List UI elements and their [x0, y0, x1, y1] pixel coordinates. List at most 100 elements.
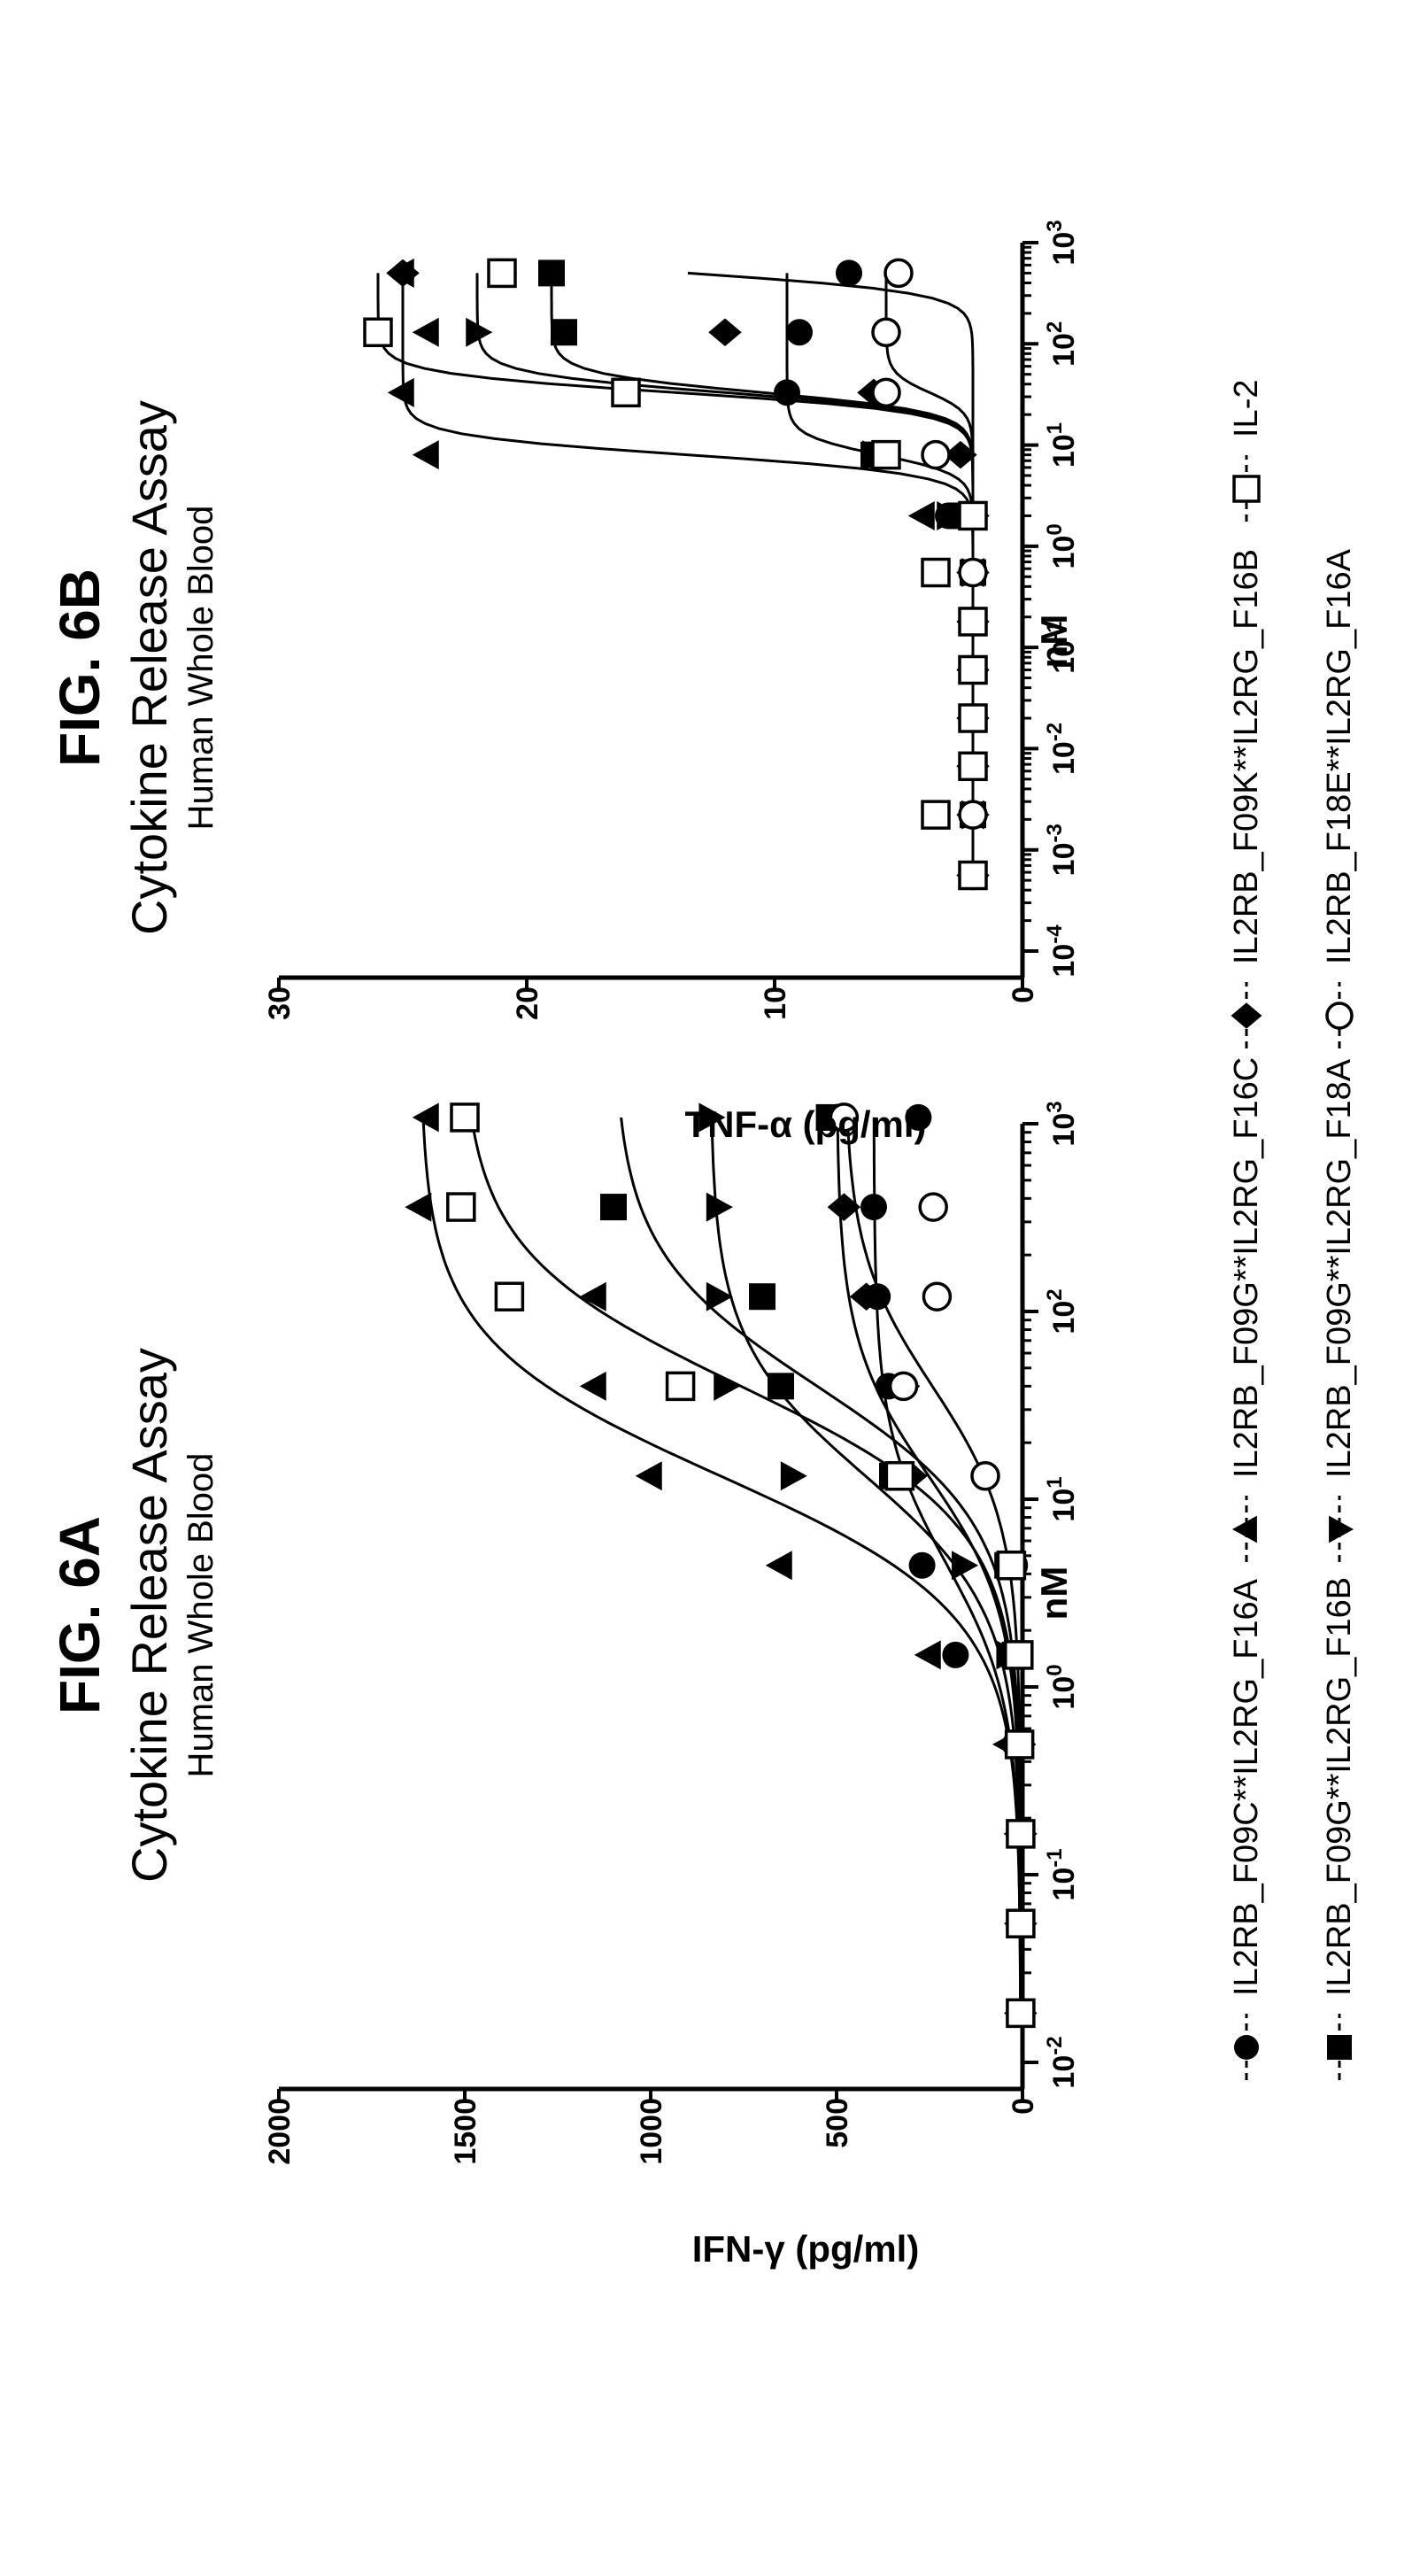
- chart-6b-data-point: [921, 557, 951, 588]
- chart-6b-x-tick-label: 10-1: [1043, 622, 1081, 674]
- chart-6a-data-point: [922, 1281, 953, 1311]
- legend-marker: [1231, 1002, 1262, 1029]
- chart-6b-data-point: [611, 377, 641, 408]
- chart-6b-data-point: [538, 259, 565, 287]
- chart-6a-x-tick-label: 103: [1043, 1101, 1081, 1146]
- chart-6a-data-point: [765, 1551, 792, 1581]
- chart-6b-data-point: [412, 317, 439, 347]
- chart-6a-data-point: [714, 1371, 741, 1401]
- chart-6b-data-point: [958, 500, 988, 531]
- chart-6a-data-point: [860, 1194, 887, 1221]
- chart-6a-data-point: [908, 1551, 936, 1579]
- chart-6a-data-point: [749, 1283, 775, 1311]
- fig-6b-title: Cytokine Release Assay: [121, 400, 177, 935]
- chart-6a-data-point: [706, 1281, 733, 1311]
- chart-6a-y-tick-label: 1000: [635, 2098, 668, 2165]
- chart-6b-x-tick-label: 10-3: [1043, 824, 1081, 876]
- chart-6a-data-point: [942, 1641, 969, 1668]
- legend-marker: [1234, 2035, 1259, 2060]
- fig-6a-title: Cytokine Release Assay: [121, 1348, 177, 1883]
- chart-6b-data-point: [836, 259, 862, 287]
- legend-label: IL-2: [1228, 380, 1265, 437]
- legend-marker: [1327, 2035, 1352, 2060]
- chart-6b-y-tick-label: 30: [263, 986, 297, 1020]
- chart-6a-x-tick-label: 102: [1043, 1288, 1081, 1334]
- chart-6a-data-point: [1006, 1908, 1036, 1938]
- fig-6b-subtitle: Human Whole Blood: [181, 506, 220, 831]
- legend-marker: [1232, 475, 1261, 503]
- chart-6a-x-tick-label: 101: [1043, 1476, 1081, 1521]
- chart-6a-x-axis-label: nM: [1033, 1566, 1075, 1621]
- chart-6b-data-point: [958, 703, 988, 733]
- chart-6b-data-point: [937, 500, 964, 530]
- chart-6a-data-point: [579, 1371, 606, 1401]
- chart-6a-data-point: [905, 1103, 932, 1131]
- fig-6b-label: FIG. 6B: [48, 569, 112, 767]
- chart-6a-data-point: [1004, 1640, 1034, 1670]
- chart-6b-x-tick-label: 10-2: [1043, 723, 1081, 775]
- chart-6b-data-point: [871, 439, 901, 470]
- chart-6a-data-point: [914, 1640, 941, 1670]
- legend: IL2RB_F09C**IL2RG_F16A IL2RB_F09G**IL2RG_…: [1228, 380, 1358, 2080]
- chart-6b-data-point: [921, 439, 951, 470]
- chart-6b-fit-curve: [376, 273, 975, 876]
- chart-6b: nM TNF-α (pg/ml) 0 10 20 30 10-4 10-3 10-2 10-1…: [263, 220, 1081, 1145]
- chart-6b-data-point: [921, 800, 951, 830]
- chart-6a: nM IFN-γ (pg/ml) 0 500 1000 1500 2000 10-2 10-…: [263, 1101, 1081, 2270]
- chart-6b-data-point: [708, 318, 742, 347]
- chart-6b-x-tick-label: 101: [1043, 422, 1081, 468]
- chart-6a-data-point: [706, 1192, 733, 1222]
- chart-6b-x-axis-label: nM: [1033, 615, 1075, 669]
- legend-label: IL2RB_F09G**IL2RG_F16B: [1321, 1577, 1358, 1996]
- chart-6b-data-point: [958, 751, 988, 782]
- chart-6a-data-point: [1004, 1729, 1035, 1760]
- chart-6b-data-point: [944, 440, 977, 469]
- chart-6a-data-point: [849, 1282, 883, 1311]
- chart-6a-data-point: [888, 1371, 919, 1402]
- chart-6a-y-tick-label: 1500: [449, 2098, 482, 2165]
- chart-6a-data-point: [829, 1102, 860, 1133]
- legend-label: IL2RB_F09K**IL2RG_F16B: [1228, 549, 1265, 964]
- chart-6a-data-point: [780, 1461, 807, 1491]
- chart-6a-x-tick-label: 10-1: [1043, 1848, 1081, 1900]
- chart-6b-data-point: [958, 654, 988, 685]
- chart-6a-x-tick-label: 10-2: [1043, 2036, 1081, 2088]
- chart-6b-data-point: [774, 379, 800, 406]
- chart-6b-data-point: [412, 440, 439, 470]
- chart-6a-data-point: [635, 1461, 662, 1491]
- chart-6b-fit-curve: [550, 273, 975, 876]
- chart-6a-data-point: [918, 1192, 948, 1222]
- chart-6b-data-point: [363, 317, 393, 348]
- chart-6a-y-tick-label: 500: [821, 2098, 854, 2148]
- chart-6a-data-point: [698, 1102, 726, 1133]
- chart-6b-data-point: [871, 377, 901, 408]
- fig-6a-label: FIG. 6A: [48, 1516, 112, 1714]
- chart-6a-data-point: [600, 1194, 627, 1221]
- chart-6b-data-point: [958, 800, 988, 830]
- chart-6b-x-tick-label: 100: [1043, 523, 1081, 569]
- chart-6b-data-point: [487, 258, 517, 289]
- chart-6a-fit-curve: [470, 1117, 1022, 2014]
- fig-6a-subtitle: Human Whole Blood: [181, 1453, 220, 1778]
- chart-6a-data-point: [1006, 1819, 1036, 1849]
- chart-6a-data-point: [952, 1551, 979, 1581]
- chart-6b-data-point: [958, 557, 988, 588]
- chart-6b-data-point: [386, 259, 420, 288]
- chart-6b-y-tick-label: 20: [511, 986, 544, 1020]
- chart-6b-data-point: [958, 860, 988, 891]
- chart-6b-data-point: [466, 317, 493, 347]
- chart-6a-data-point: [996, 1551, 1027, 1581]
- legend-marker: [1325, 1002, 1354, 1030]
- chart-6b-data-point: [907, 500, 935, 530]
- chart-6b-y-tick-label: 10: [759, 986, 792, 1020]
- chart-6a-data-point: [494, 1281, 525, 1311]
- chart-6b-y-axis-label: TNF-α (pg/ml): [684, 1103, 926, 1145]
- chart-6b-data-point: [958, 607, 988, 637]
- legend-label: IL2RB_F09C**IL2RG_F16A: [1228, 1578, 1265, 1996]
- chart-6a-data-point: [412, 1102, 439, 1133]
- chart-6a-data-point: [884, 1460, 915, 1491]
- legend-label: IL2RB_F09G**IL2RG_F18A: [1321, 1058, 1358, 1478]
- chart-6b-data-point: [786, 319, 813, 346]
